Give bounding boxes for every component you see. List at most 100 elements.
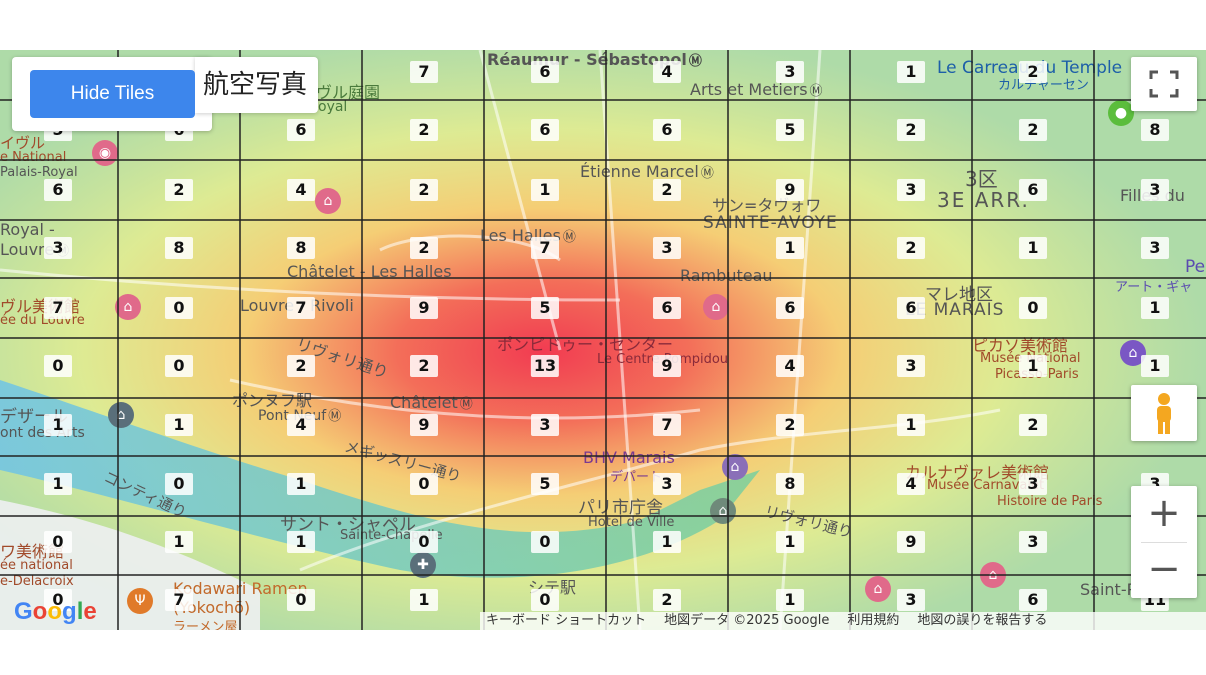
landmark-icon[interactable]: ⌂	[710, 498, 736, 524]
landmark-icon[interactable]: ✚	[410, 552, 436, 578]
zoom-out-button[interactable]: −	[1147, 546, 1181, 592]
tile-count[interactable]: 6	[1019, 179, 1047, 201]
tile-count[interactable]: 1	[44, 473, 72, 495]
tile-count[interactable]: 0	[410, 531, 438, 553]
tile-count[interactable]: 3	[653, 473, 681, 495]
tile-count[interactable]: 0	[44, 531, 72, 553]
tile-count[interactable]: 4	[776, 355, 804, 377]
tile-count[interactable]: 0	[165, 355, 193, 377]
tile-count[interactable]: 2	[1019, 119, 1047, 141]
tile-count[interactable]: 6	[653, 297, 681, 319]
tile-count[interactable]: 0	[531, 589, 559, 611]
tile-count[interactable]: 1	[1141, 297, 1169, 319]
tile-count[interactable]: 3	[653, 237, 681, 259]
tile-count[interactable]: 5	[531, 297, 559, 319]
tile-count[interactable]: 5	[531, 473, 559, 495]
hide-tiles-button[interactable]: Hide Tiles	[30, 70, 195, 118]
tile-count[interactable]: 8	[776, 473, 804, 495]
map-view[interactable]: Réaumur - Sébastopol Arts et Metiers Le …	[0, 50, 1206, 630]
tile-count[interactable]: 4	[287, 179, 315, 201]
tile-count[interactable]: 6	[44, 179, 72, 201]
tile-count[interactable]: 6	[653, 119, 681, 141]
tile-count[interactable]: 3	[897, 589, 925, 611]
tile-count[interactable]: 3	[897, 179, 925, 201]
tile-count[interactable]: 3	[44, 237, 72, 259]
tile-count[interactable]: 6	[1019, 589, 1047, 611]
tile-count[interactable]: 8	[287, 237, 315, 259]
tile-count[interactable]: 1	[1141, 355, 1169, 377]
tile-count[interactable]: 6	[897, 297, 925, 319]
tile-count[interactable]: 1	[531, 179, 559, 201]
tile-count[interactable]: 2	[410, 119, 438, 141]
tile-count[interactable]: 1	[897, 414, 925, 436]
tile-count[interactable]: 1	[1019, 355, 1047, 377]
tile-count[interactable]: 6	[287, 119, 315, 141]
tile-count[interactable]: 0	[44, 589, 72, 611]
tile-count[interactable]: 9	[410, 297, 438, 319]
tile-count[interactable]: 5	[776, 119, 804, 141]
tile-count[interactable]: 4	[897, 473, 925, 495]
zoom-in-button[interactable]: +	[1147, 490, 1181, 536]
tile-count[interactable]: 1	[776, 589, 804, 611]
tile-count[interactable]: 2	[653, 179, 681, 201]
tile-count[interactable]: 0	[1019, 297, 1047, 319]
tile-count[interactable]: 6	[531, 119, 559, 141]
terms-link[interactable]: 利用規約	[847, 613, 900, 628]
report-error-link[interactable]: 地図の誤りを報告する	[917, 613, 1048, 628]
tile-count[interactable]: 1	[410, 589, 438, 611]
tile-count[interactable]: 7	[410, 61, 438, 83]
tile-count[interactable]: 8	[1141, 119, 1169, 141]
tile-count[interactable]: 1	[653, 531, 681, 553]
tile-count[interactable]: 3	[776, 61, 804, 83]
museum-icon[interactable]: ⌂	[315, 188, 341, 214]
tile-count[interactable]: 2	[410, 355, 438, 377]
landmark-icon[interactable]: ⌂	[108, 402, 134, 428]
museum-icon[interactable]: ⌂	[115, 294, 141, 320]
tile-count[interactable]: 2	[653, 589, 681, 611]
fullscreen-button[interactable]	[1131, 57, 1197, 111]
shopping-icon[interactable]: ⌂	[722, 454, 748, 480]
tile-count[interactable]: 1	[776, 531, 804, 553]
park-icon[interactable]: ●	[1108, 100, 1134, 126]
tile-count[interactable]: 13	[530, 355, 560, 377]
keyboard-shortcuts-link[interactable]: キーボード ショートカット	[486, 613, 647, 628]
tile-count[interactable]: 2	[897, 119, 925, 141]
tile-count[interactable]: 4	[653, 61, 681, 83]
tile-count[interactable]: 0	[44, 355, 72, 377]
tile-count[interactable]: 0	[410, 473, 438, 495]
tile-count[interactable]: 1	[287, 473, 315, 495]
tile-count[interactable]: 4	[287, 414, 315, 436]
tile-count[interactable]: 9	[653, 355, 681, 377]
tile-count[interactable]: 1	[776, 237, 804, 259]
tile-count[interactable]: 2	[165, 179, 193, 201]
tile-count[interactable]: 3	[897, 355, 925, 377]
map-type-toggle[interactable]: 航空写真	[195, 57, 318, 113]
tile-count[interactable]: 9	[897, 531, 925, 553]
tile-count[interactable]: 7	[44, 297, 72, 319]
tile-count[interactable]: 0	[531, 531, 559, 553]
tile-count[interactable]: 2	[410, 237, 438, 259]
tile-count[interactable]: 0	[165, 297, 193, 319]
tile-count[interactable]: 2	[410, 179, 438, 201]
tile-count[interactable]: 6	[776, 297, 804, 319]
tile-count[interactable]: 3	[1141, 237, 1169, 259]
tile-count[interactable]: 7	[287, 297, 315, 319]
tile-count[interactable]: 7	[531, 237, 559, 259]
tile-count[interactable]: 1	[1019, 237, 1047, 259]
tile-count[interactable]: 7	[653, 414, 681, 436]
tile-count[interactable]: 1	[44, 414, 72, 436]
tile-count[interactable]: 0	[287, 589, 315, 611]
street-view-button[interactable]	[1131, 385, 1197, 441]
museum-icon[interactable]: ⌂	[703, 294, 729, 320]
tile-count[interactable]: 2	[287, 355, 315, 377]
tile-count[interactable]: 1	[287, 531, 315, 553]
restaurant-icon[interactable]: Ψ	[127, 588, 153, 614]
museum-icon[interactable]: ◉	[92, 140, 118, 166]
tile-count[interactable]: 9	[776, 179, 804, 201]
tile-count[interactable]: 3	[531, 414, 559, 436]
tile-count[interactable]: 1	[897, 61, 925, 83]
tile-count[interactable]: 3	[1141, 179, 1169, 201]
tile-count[interactable]: 2	[776, 414, 804, 436]
tile-count[interactable]: 7	[165, 589, 193, 611]
tile-count[interactable]: 2	[897, 237, 925, 259]
